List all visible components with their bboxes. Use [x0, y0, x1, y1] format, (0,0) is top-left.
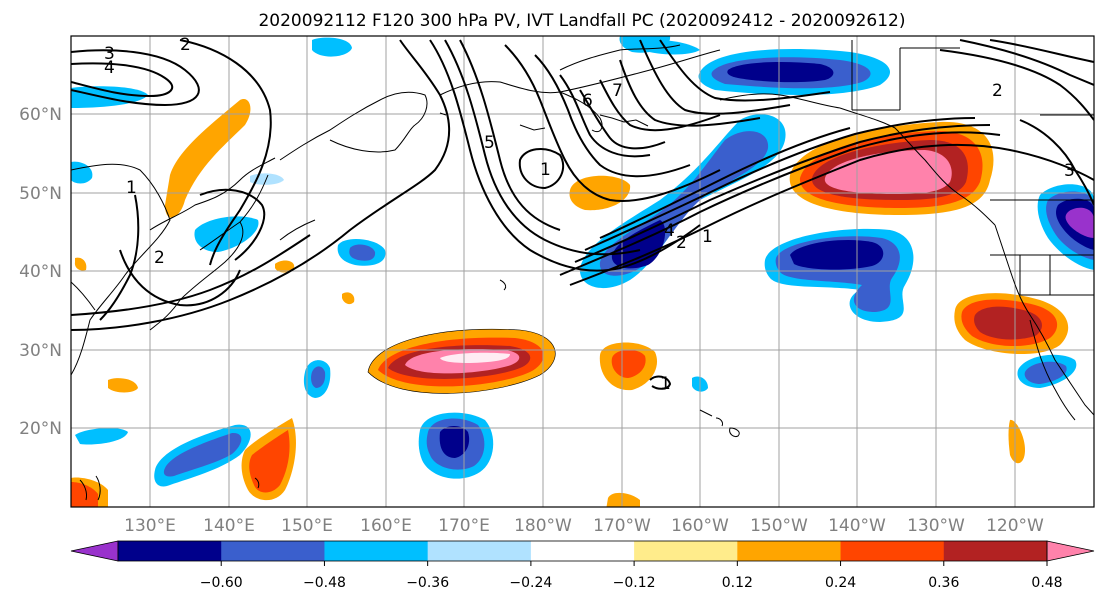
lon-label: 160°E: [360, 516, 412, 536]
pv-negative-blob-alaska: [698, 49, 890, 95]
lon-label: 170°W: [593, 516, 651, 536]
pv-negative-blob-east-pacific: [764, 228, 914, 322]
colorbar-segment: [530, 541, 635, 561]
contour-label: 2: [676, 233, 687, 253]
lon-label: 180°W: [514, 516, 572, 536]
contour-label: 1: [660, 374, 671, 394]
map-panel: 3 4 2 5 1 6 7 4 2 1 2 3 1 1 2: [70, 35, 1095, 508]
contour-label: 4: [104, 58, 115, 78]
contour-label: 1: [540, 160, 551, 180]
contour-label: 5: [484, 133, 495, 153]
lon-label: 150°W: [750, 516, 808, 536]
pv-negative-blob-subtropics: [418, 412, 494, 479]
contour-label: 6: [582, 91, 593, 111]
lat-label: 50°N: [19, 184, 62, 204]
colorbar-segment: [840, 541, 945, 561]
lon-label: 130°W: [907, 516, 965, 536]
colorbar: −0.60 −0.48 −0.36 −0.24 −0.12 0.12 0.24 0.36 0.4…: [70, 540, 1095, 591]
colorbar-extend-min: [70, 540, 119, 562]
colorbar-segment: [634, 541, 738, 561]
colorbar-tick-label: 0.48: [1031, 575, 1062, 591]
map-frame: [70, 35, 1095, 508]
pv-negative-blob-us-northwest: [1037, 184, 1094, 270]
colorbar-tick-label: −0.48: [303, 575, 346, 591]
colorbar-segment: [943, 541, 1048, 561]
coastlines: [71, 40, 1094, 421]
lat-label: 30°N: [19, 341, 62, 361]
colorbar-tick-label: 0.12: [722, 575, 753, 591]
contour-labels: 3 4 2 5 1 6 7 4 2 1 2 3 1 1 2: [104, 35, 1075, 394]
lon-label: 160°W: [671, 516, 729, 536]
pv-positive-blob-california: [954, 293, 1069, 355]
contour-label: 1: [126, 178, 137, 198]
pv-negative-blob-southwest: [154, 424, 251, 487]
lon-label: 140°E: [203, 516, 255, 536]
lon-label: 170°E: [438, 516, 490, 536]
colorbar-extend-max: [1046, 540, 1095, 562]
lat-label: 20°N: [19, 419, 62, 439]
islands: [79, 112, 740, 501]
colorbar-ticks: −0.60 −0.48 −0.36 −0.24 −0.12 0.12 0.24 0.36 0.4…: [200, 561, 1063, 591]
colorbar-tick-label: −0.24: [509, 575, 552, 591]
figure-title: 2020092112 F120 300 hPa PV, IVT Landfall…: [258, 11, 905, 31]
longitude-labels: 130°E 140°E 150°E 160°E 170°E 180°W 170°…: [124, 516, 1044, 536]
lon-label: 120°W: [986, 516, 1044, 536]
lon-label: 130°E: [124, 516, 176, 536]
colorbar-segment: [737, 541, 842, 561]
colorbar-segments: [70, 540, 1095, 562]
colorbar-segment: [427, 541, 532, 561]
contour-label: 3: [104, 44, 115, 64]
contour-label: 2: [992, 81, 1003, 101]
colorbar-tick-label: 0.36: [928, 575, 959, 591]
lat-label: 60°N: [19, 105, 62, 125]
lat-label: 40°N: [19, 262, 62, 282]
colorbar-tick-label: −0.60: [200, 575, 243, 591]
lon-label: 150°E: [281, 516, 333, 536]
contour-label: 3: [1064, 161, 1075, 181]
lon-label: 140°W: [828, 516, 886, 536]
contour-label: 2: [154, 248, 165, 268]
contour-label: 4: [664, 221, 675, 241]
colorbar-segment: [324, 541, 429, 561]
colorbar-tick-label: −0.36: [406, 575, 449, 591]
colorbar-outline: [117, 540, 1048, 562]
contour-label: 7: [612, 81, 623, 101]
latitude-labels: 60°N 50°N 40°N 30°N 20°N: [19, 105, 62, 439]
pv-contour-lines: [71, 39, 1094, 390]
colorbar-tick-label: −0.12: [613, 575, 656, 591]
colorbar-segment: [221, 541, 325, 561]
colorbar-segment: [118, 541, 222, 561]
contour-label: 1: [702, 227, 713, 247]
colorbar-tick-label: 0.24: [825, 575, 856, 591]
graticule-grid: [71, 36, 1094, 507]
pv-anomaly-fills: [71, 36, 1094, 507]
contour-label: 2: [180, 35, 191, 55]
